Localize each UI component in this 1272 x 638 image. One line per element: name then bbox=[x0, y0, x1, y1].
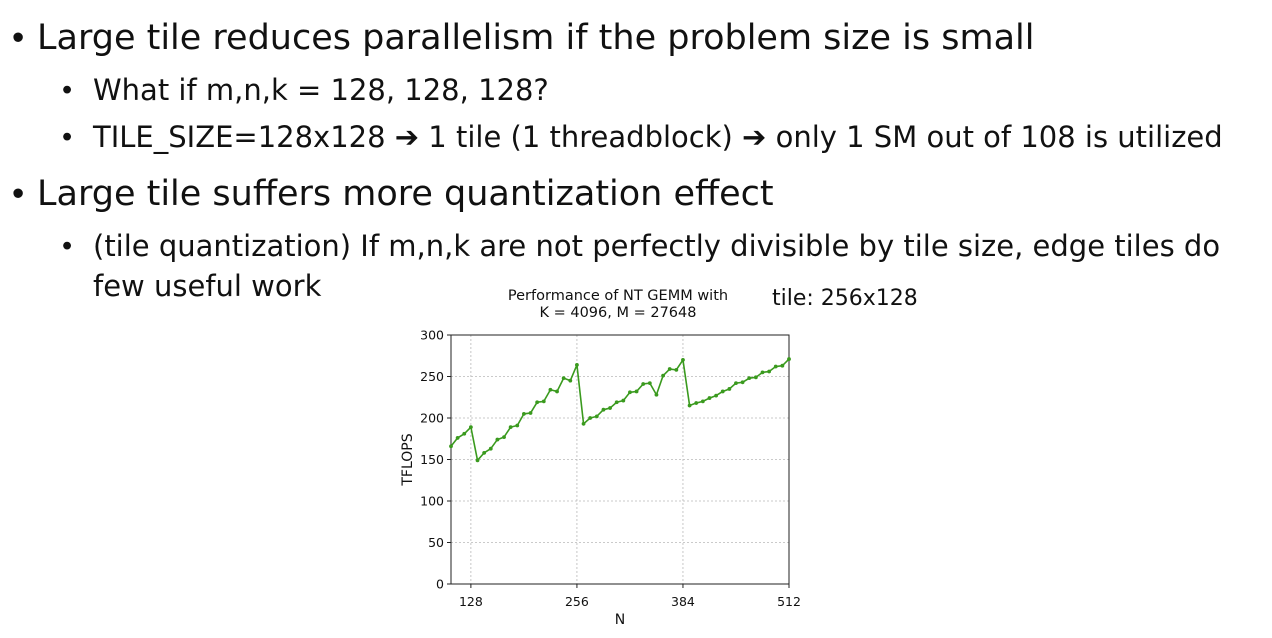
data-point bbox=[575, 362, 579, 367]
chart-title-line-2: K = 4096, M = 27648 bbox=[539, 305, 697, 321]
tile-size-annotation: tile: 256x128 bbox=[772, 286, 918, 311]
data-point bbox=[641, 382, 646, 386]
bullet-2-1-line2: few useful work bbox=[93, 269, 322, 303]
data-point bbox=[449, 444, 453, 449]
data-point bbox=[614, 400, 619, 405]
bullet-2-text: Large tile suffers more quantization eff… bbox=[37, 174, 774, 214]
data-point bbox=[687, 403, 692, 408]
bullet-1-text: Large tile reduces parallelism if the pr… bbox=[37, 18, 1035, 58]
data-point bbox=[720, 389, 725, 394]
bullet-1-2-part-3: only 1 SM out of 108 is utilized bbox=[766, 120, 1223, 154]
series-line bbox=[450, 358, 790, 462]
data-point bbox=[515, 423, 520, 428]
x-axis-label: N bbox=[615, 612, 625, 628]
y-tick-label: 100 bbox=[420, 494, 444, 509]
data-point bbox=[740, 380, 745, 385]
data-point bbox=[647, 381, 652, 386]
bullet-dot-icon: • bbox=[62, 230, 73, 262]
grid-lines bbox=[451, 334, 790, 585]
data-point bbox=[787, 357, 791, 361]
data-point bbox=[508, 425, 513, 430]
data-point bbox=[468, 425, 473, 430]
data-point bbox=[621, 398, 626, 403]
y-tick-label: 50 bbox=[428, 535, 444, 550]
bullet-dot-icon: • bbox=[62, 74, 73, 106]
data-point bbox=[555, 389, 559, 394]
data-point bbox=[535, 400, 540, 405]
data-point bbox=[588, 416, 593, 420]
bullet-2-1-line1: (tile quantization) If m,n,k are not per… bbox=[93, 229, 1221, 263]
data-point bbox=[694, 401, 699, 405]
y-tick-label: 150 bbox=[420, 452, 444, 467]
data-point bbox=[528, 411, 533, 415]
tick-labels: 0 50 100 150 200 250 300 128 256 384 512 bbox=[420, 328, 801, 610]
axes bbox=[447, 334, 790, 588]
data-point bbox=[541, 399, 546, 404]
data-point bbox=[727, 387, 732, 391]
data-point bbox=[773, 364, 778, 369]
data-point bbox=[700, 399, 705, 404]
data-point bbox=[475, 458, 480, 463]
bullet-dot-icon: • bbox=[62, 121, 73, 153]
data-point bbox=[462, 431, 467, 436]
data-point bbox=[654, 392, 659, 397]
data-point bbox=[667, 367, 672, 371]
bullet-dot-icon: • bbox=[12, 18, 25, 57]
data-point bbox=[561, 376, 566, 381]
performance-chart: 0 50 100 150 200 250 300 128 256 384 512 N TFLOPS bbox=[400, 328, 801, 629]
data-point bbox=[767, 369, 772, 374]
data-point bbox=[734, 381, 738, 386]
right-arrow-icon: ➔ bbox=[394, 120, 420, 154]
x-tick-label: 384 bbox=[671, 594, 695, 609]
bullet-dot-icon: • bbox=[12, 174, 25, 213]
x-tick-label: 128 bbox=[459, 594, 483, 609]
x-tick-label: 256 bbox=[565, 594, 589, 609]
data-point bbox=[780, 363, 785, 368]
data-point bbox=[581, 421, 586, 426]
data-point bbox=[608, 406, 612, 410]
data-point bbox=[760, 370, 765, 375]
data-point bbox=[495, 437, 500, 442]
series-tflops bbox=[449, 357, 791, 463]
x-tick-label: 512 bbox=[777, 594, 801, 609]
data-point bbox=[455, 436, 460, 440]
data-point bbox=[634, 389, 639, 394]
y-axis-label: TFLOPS bbox=[400, 433, 416, 486]
data-point bbox=[747, 376, 752, 381]
bullet-1-1-text: What if m,n,k = 128, 128, 128? bbox=[93, 73, 549, 107]
data-point bbox=[568, 378, 573, 383]
data-point bbox=[681, 358, 685, 362]
data-point bbox=[628, 390, 632, 395]
y-tick-label: 300 bbox=[420, 328, 444, 343]
data-point bbox=[502, 435, 506, 439]
bullet-1-2-part-1: TILE_SIZE=128x128 bbox=[93, 120, 395, 154]
data-point bbox=[548, 387, 553, 392]
right-arrow-icon: ➔ bbox=[742, 120, 767, 154]
data-point bbox=[753, 375, 758, 380]
data-point bbox=[674, 367, 679, 372]
y-tick-label: 200 bbox=[420, 411, 444, 426]
data-point bbox=[661, 373, 665, 378]
data-point bbox=[707, 396, 712, 400]
chart-title-line-1: Performance of NT GEMM with bbox=[507, 288, 729, 304]
y-tick-label: 0 bbox=[436, 577, 444, 592]
chart-title: Performance of NT GEMM with K = 4096, M … bbox=[455, 288, 781, 322]
bullet-1-2-part-2: 1 tile (1 threadblock) bbox=[419, 120, 743, 154]
bullet-1-2-text: TILE_SIZE=128x128 ➔ 1 tile (1 threadbloc… bbox=[93, 118, 1223, 156]
y-tick-label: 250 bbox=[420, 369, 444, 384]
data-point bbox=[488, 446, 493, 451]
data-point bbox=[601, 407, 606, 412]
data-point bbox=[714, 393, 718, 398]
data-point bbox=[594, 414, 599, 419]
data-point bbox=[522, 411, 526, 416]
data-point bbox=[482, 450, 487, 455]
